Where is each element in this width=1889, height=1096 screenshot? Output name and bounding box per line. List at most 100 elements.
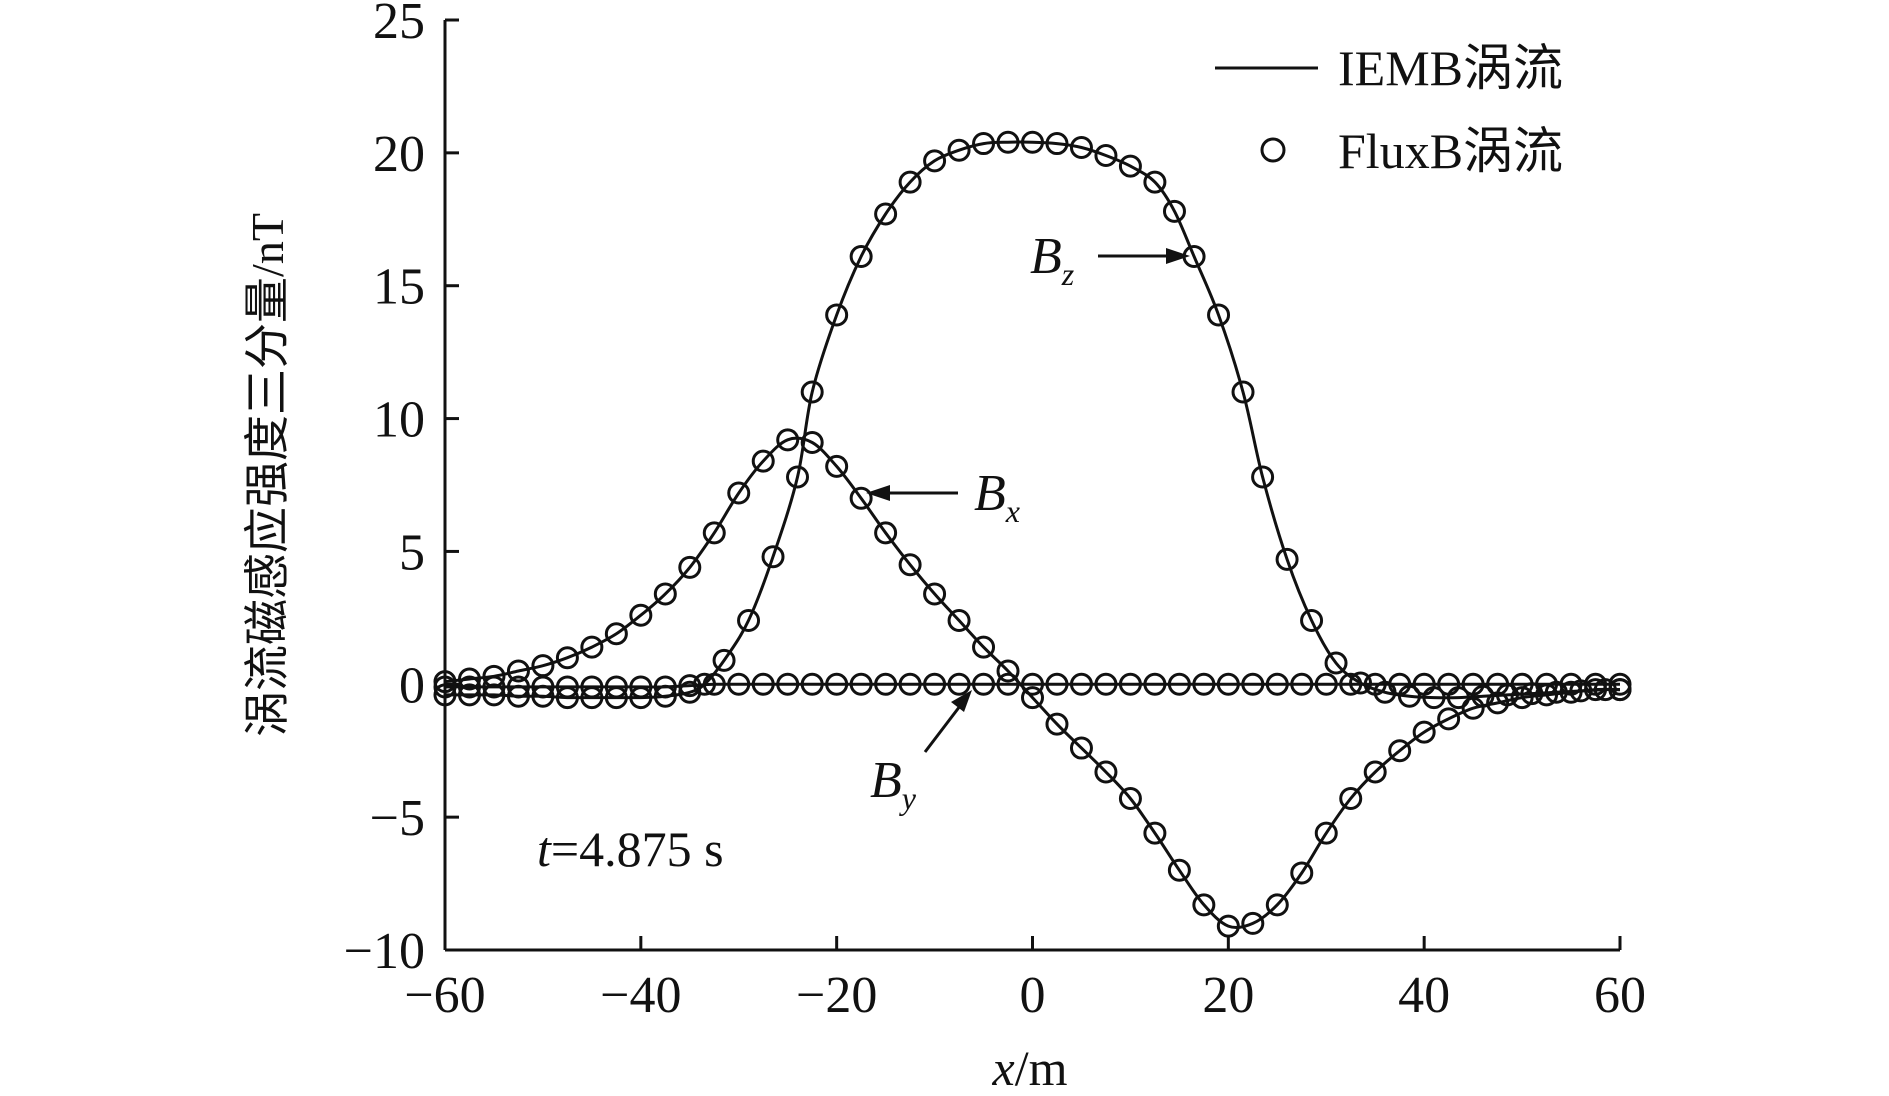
series-markers (433, 130, 1632, 938)
x-tick-label: −20 (796, 967, 877, 1024)
series-marker-by (1314, 672, 1338, 696)
series-marker-bx (1290, 861, 1314, 885)
y-tick-label: 25 (373, 0, 425, 50)
series-marker-bz (1231, 380, 1255, 404)
series-marker-bz (874, 202, 898, 226)
series-marker-by (1363, 672, 1387, 696)
series-marker-by (751, 672, 775, 696)
series-marker-by (629, 675, 653, 699)
series-marker-bz (1324, 651, 1348, 675)
series-marker-bz (849, 244, 873, 268)
series-marker-bz (996, 130, 1020, 154)
series-marker-by (874, 672, 898, 696)
series-marker-bz (825, 303, 849, 327)
series-marker-by (923, 672, 947, 696)
series-marker-bx (1339, 787, 1363, 811)
series-marker-bx (604, 622, 628, 646)
series-marker-by (1584, 672, 1608, 696)
y-tick-label: 15 (373, 259, 425, 316)
series-marker-by (996, 672, 1020, 696)
series-marker-bz (692, 672, 716, 696)
series-marker-bz (531, 684, 555, 708)
series-marker-bz (1275, 547, 1299, 571)
bz-annotation: Bz (1030, 228, 1190, 292)
series-marker-bz (1207, 303, 1231, 327)
series-marker-by (580, 675, 604, 699)
series-marker-bx (702, 521, 726, 545)
series-marker-bx (849, 486, 873, 510)
series-marker-by (1118, 672, 1142, 696)
series-marker-by (457, 675, 481, 699)
series-marker-by (1045, 672, 1069, 696)
series-marker-by (653, 675, 677, 699)
series-marker-bz (555, 686, 579, 710)
series-marker-by (1069, 672, 1093, 696)
series-marker-by (1167, 672, 1191, 696)
y-tick-label: −5 (370, 790, 425, 847)
bx-label: Bx (974, 465, 1020, 529)
series-marker-bz (737, 609, 761, 633)
series-marker-by (1021, 672, 1044, 696)
series-marker-bz (457, 683, 481, 707)
series-marker-bz (1300, 609, 1324, 633)
by-annotation: By (870, 690, 972, 816)
series-marker-bz (712, 648, 736, 672)
series-marker-bx (1241, 911, 1265, 935)
series-marker-by (776, 672, 800, 696)
series-marker-bz (1118, 154, 1142, 178)
series-marker-by (678, 674, 702, 698)
series-marker-bx (1363, 760, 1387, 784)
series-marker-bz (947, 138, 971, 162)
series-marker-bx (629, 603, 653, 627)
series-marker-bx (1535, 683, 1559, 707)
x-axis-title-var: x (992, 1040, 1015, 1096)
series-marker-bx (1021, 686, 1044, 710)
y-axis-ticks: −10 −5 0 5 10 15 20 25 (344, 0, 459, 980)
series-marker-bx (923, 582, 947, 606)
series-marker-bx (996, 659, 1020, 683)
series-marker-bz (761, 545, 785, 569)
series-marker-by (1265, 672, 1289, 696)
y-tick-label: 10 (373, 392, 425, 449)
x-tick-label: 20 (1202, 967, 1254, 1024)
series-marker-bx (1412, 720, 1436, 744)
series-line-bx (444, 436, 1621, 930)
series-marker-by (1608, 672, 1632, 696)
series-marker-bz (898, 170, 922, 194)
series-marker-bz (1349, 671, 1373, 695)
legend-marker-label: FluxB涡流 (1338, 123, 1563, 179)
series-marker-bz (1069, 136, 1093, 160)
series-marker-bz (629, 686, 653, 710)
series-marker-bx (751, 449, 775, 473)
series-marker-by (433, 675, 457, 699)
series-marker-bz (1143, 170, 1167, 194)
x-tick-label: 0 (1020, 967, 1046, 1024)
series-marker-by (1437, 672, 1461, 696)
series-marker-by (1461, 672, 1485, 696)
series-marker-bz (506, 684, 530, 708)
series-marker-bx (1314, 821, 1338, 845)
series-marker-bx (776, 428, 800, 452)
series-marker-bx (898, 553, 922, 577)
series-marker-bx (1559, 680, 1583, 704)
bx-label-main: B (974, 465, 1006, 522)
series-marker-by (604, 675, 628, 699)
x-axis-title-unit: /m (1015, 1040, 1068, 1096)
series-marker-by (1216, 672, 1240, 696)
series-marker-bz (800, 380, 824, 404)
series-marker-by (825, 672, 849, 696)
series-marker-bz (923, 149, 947, 173)
bx-arrow-head (866, 485, 890, 501)
series-marker-bx (874, 521, 898, 545)
series-marker-by (1510, 672, 1534, 696)
series-marker-bx (678, 555, 702, 579)
y-axis-title: 涡流磁感应强度三分量/nT (242, 213, 293, 737)
series-marker-bx (1143, 821, 1167, 845)
bz-arrow-head (1166, 248, 1190, 264)
series-marker-by (702, 672, 726, 696)
series-line-bz (444, 140, 1621, 700)
series-marker-by (1486, 672, 1510, 696)
time-annotation-value: =4.875 s (551, 821, 724, 877)
series-marker-by (947, 672, 971, 696)
